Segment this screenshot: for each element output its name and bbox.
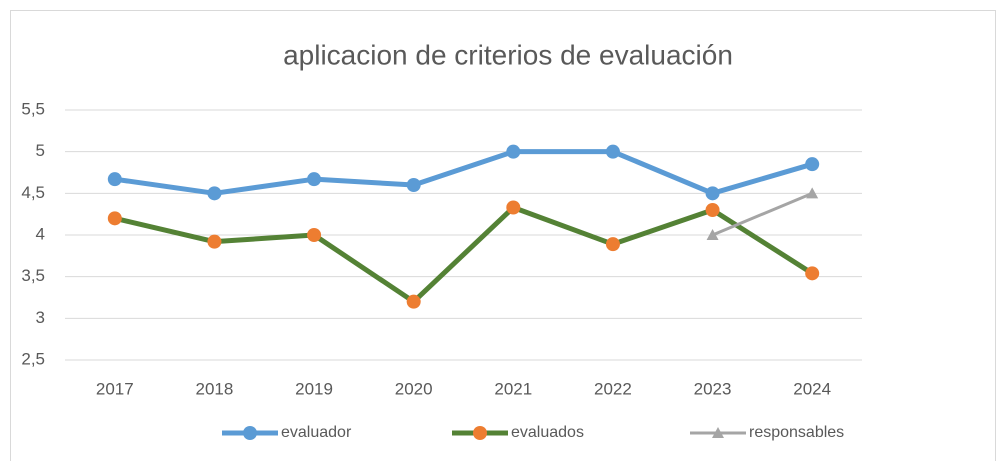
data-point: [506, 144, 521, 159]
data-point: [307, 172, 322, 187]
data-point: [805, 157, 820, 172]
chart-title: aplicacion de criterios de evaluación: [283, 39, 733, 70]
data-point: [605, 144, 620, 159]
data-point: [207, 234, 222, 249]
data-point: [406, 294, 421, 309]
y-tick-label: 4: [36, 224, 45, 243]
series-line: [112, 205, 815, 305]
data-point: [406, 178, 421, 192]
x-tick-label: 2024: [793, 379, 831, 398]
legend-label: evaluador: [281, 424, 352, 441]
y-tick-label: 5: [36, 141, 45, 160]
data-point: [805, 266, 820, 281]
x-tick-label: 2018: [196, 379, 234, 398]
y-tick-label: 4,5: [21, 183, 45, 202]
y-tick-label: 5,5: [21, 99, 45, 118]
legend-marker: [243, 426, 257, 440]
data-point: [107, 211, 122, 226]
data-point: [705, 186, 720, 201]
x-tick-label: 2020: [395, 379, 433, 398]
data-point: [806, 187, 819, 199]
chart-frame: [10, 10, 996, 466]
y-tick-label: 3: [36, 308, 45, 327]
legend-marker: [473, 426, 487, 440]
data-point: [706, 229, 719, 240]
data-point: [605, 237, 620, 252]
data-point: [705, 203, 720, 217]
legend-marker: [712, 427, 724, 438]
y-tick-label: 2,5: [21, 349, 45, 368]
series-line: [711, 191, 814, 237]
x-tick-label: 2023: [694, 379, 732, 398]
x-tick-label: 2019: [295, 379, 333, 398]
data-point: [107, 172, 122, 187]
data-point: [506, 200, 521, 215]
x-tick-label: 2021: [494, 379, 532, 398]
legend-label: evaluados: [511, 424, 584, 441]
data-point: [307, 228, 322, 242]
x-tick-label: 2022: [594, 379, 632, 398]
y-tick-label: 3,5: [21, 266, 45, 285]
legend-label: responsables: [749, 424, 844, 441]
data-point: [207, 186, 222, 201]
x-tick-label: 2017: [96, 379, 134, 398]
series-line: [112, 149, 815, 196]
